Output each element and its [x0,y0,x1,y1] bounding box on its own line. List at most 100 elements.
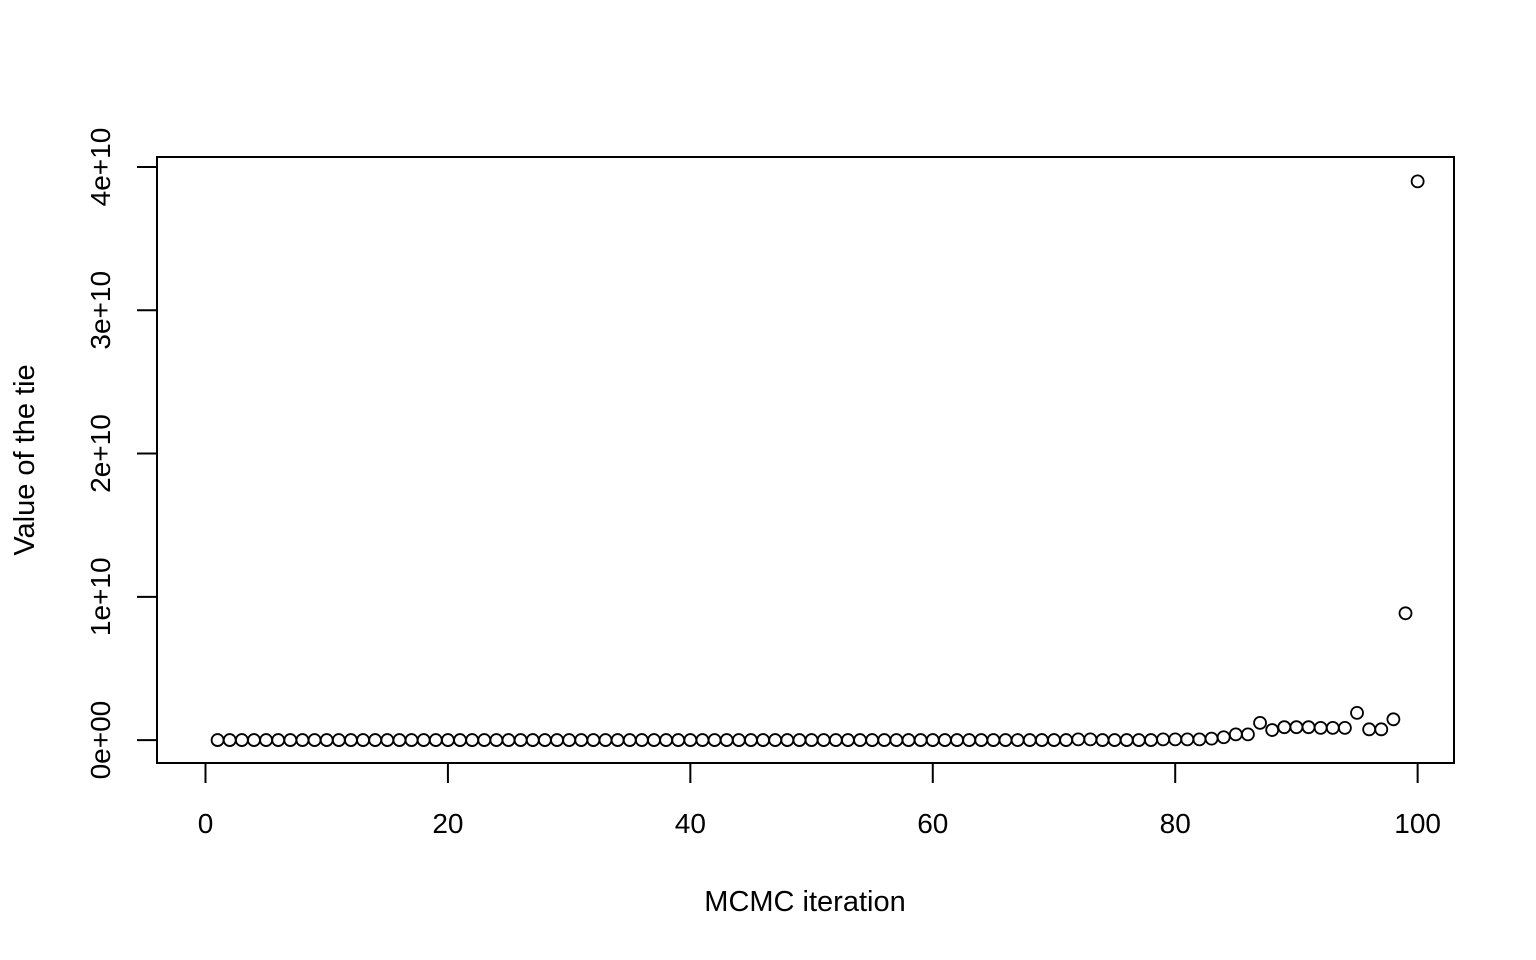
y-tick-label: 0e+00 [85,701,116,780]
data-point [368,733,383,747]
data-point [1022,733,1037,747]
data-point [877,733,892,747]
data-point [416,733,431,747]
data-point [962,733,977,747]
data-point [974,733,989,747]
y-axis-title: Value of the tie [9,364,41,555]
data-point [598,733,613,747]
data-point [937,733,952,747]
y-tick-label: 4e+10 [85,128,116,207]
x-tick-label: 40 [675,808,706,839]
data-point [404,733,419,747]
data-point [1289,720,1304,735]
data-point [271,733,286,747]
data-point [428,733,443,747]
data-point [1241,727,1255,742]
data-point [525,733,540,747]
data-point [756,733,770,747]
data-point [1265,723,1280,737]
data-point [380,733,395,747]
data-point [1350,705,1364,720]
data-point [1398,606,1413,621]
data-point [719,733,734,747]
data-point [1301,720,1316,735]
data-point [344,733,358,747]
data-point [828,733,843,747]
data-point [1277,720,1292,735]
data-point [683,733,698,747]
data-point [707,733,722,747]
data-point [537,733,552,747]
data-point [1010,733,1025,747]
data-point [465,733,480,747]
data-point [731,733,746,747]
data-point [792,733,807,747]
data-point [986,733,1001,747]
data-point [247,733,261,747]
y-tick-label: 1e+10 [85,557,116,636]
data-point [671,733,686,747]
x-axis-title: MCMC iteration [704,886,905,918]
data-point [1338,721,1352,735]
data-point [1119,733,1134,747]
data-point [659,733,674,747]
data-point [1071,732,1086,747]
data-point [634,733,649,747]
data-point [1216,730,1231,745]
data-point [1083,732,1098,747]
data-point [283,733,298,747]
y-tick-label: 3e+10 [85,271,116,350]
data-point [1228,727,1243,742]
data-point [441,733,455,747]
data-point [841,733,855,747]
data-point [513,733,528,747]
data-point [853,733,867,747]
data-point [1156,732,1170,747]
data-point [1253,715,1267,730]
data-points [210,174,1425,747]
data-point [998,733,1013,747]
data-point [453,733,467,747]
data-point [1034,733,1049,747]
data-point [889,733,904,747]
data-point [259,733,273,747]
data-point [901,733,916,747]
x-axis: 0 20 40 60 80 100 [198,762,1441,839]
data-point [816,733,831,747]
data-point [913,733,928,747]
data-point [574,733,589,747]
data-point [1362,722,1377,737]
data-point [1410,174,1425,189]
x-tick-label: 80 [1160,808,1191,839]
data-point [950,733,964,747]
data-point [1180,732,1195,747]
data-point [1204,731,1219,746]
data-point [865,733,880,747]
data-point [1059,733,1074,747]
data-point [356,733,370,747]
data-point [1095,733,1110,747]
data-point [550,733,564,747]
data-point [586,733,601,747]
data-point [1131,733,1146,747]
data-point [489,733,504,747]
data-point [1325,721,1340,735]
plot-frame [156,156,1455,764]
data-point [1386,712,1401,727]
data-point [610,733,625,747]
data-point [1107,733,1122,747]
x-tick-label: 20 [432,808,463,839]
x-tick-label: 0 [198,808,214,839]
data-point [780,733,795,747]
data-point [562,733,577,747]
data-point [1192,732,1207,747]
data-point [925,733,940,747]
data-point [501,733,516,747]
data-point [647,733,661,747]
data-point [295,733,310,747]
data-point [307,733,322,747]
y-tick-label: 2e+10 [85,414,116,493]
data-point [1144,733,1158,747]
data-point [477,733,492,747]
